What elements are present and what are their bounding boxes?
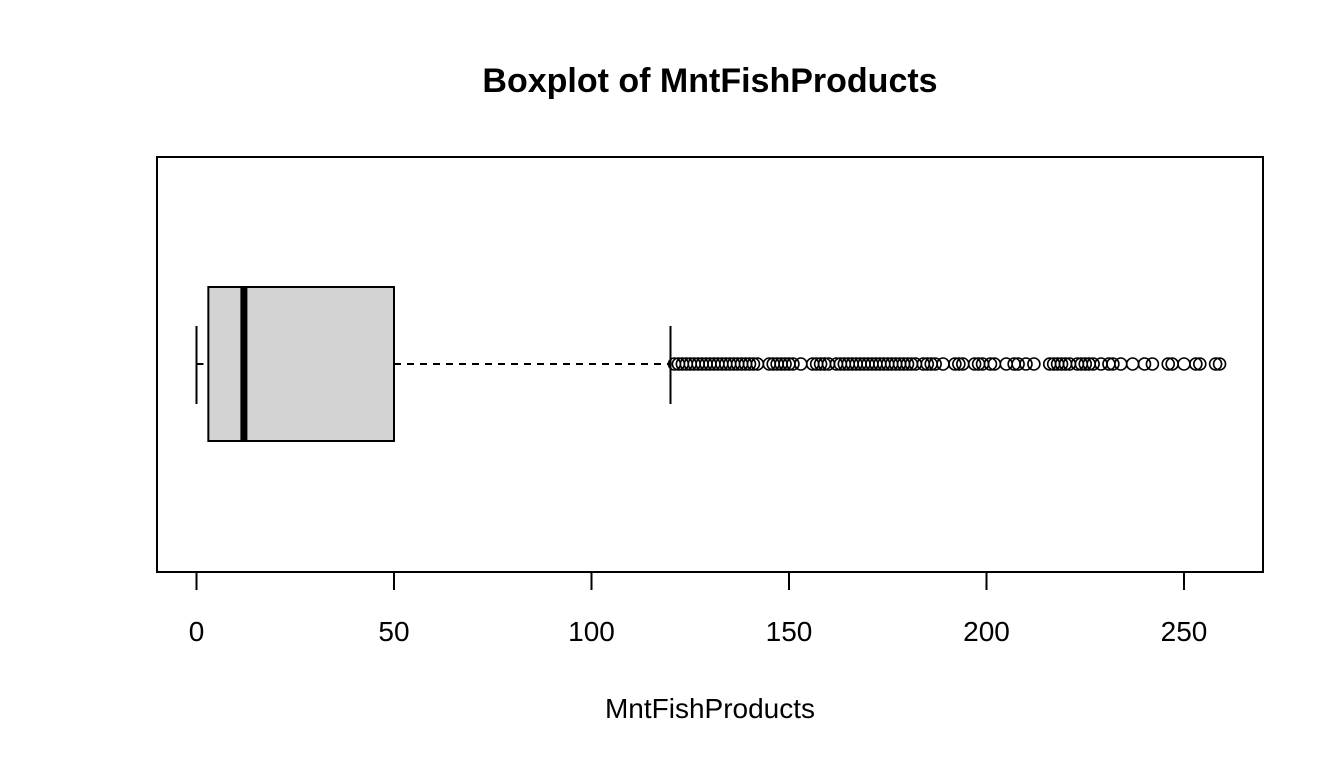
chart-title: Boxplot of MntFishProducts <box>482 62 937 100</box>
outlier-point <box>1106 357 1120 371</box>
outlier-point <box>1193 357 1207 371</box>
outlier-point <box>1054 357 1069 371</box>
outlier-point <box>967 357 982 371</box>
outlier-point <box>1027 357 1041 371</box>
box-layer <box>195 286 672 442</box>
x-tick-label: 150 <box>766 616 813 647</box>
outlier-point <box>1086 357 1100 371</box>
outlier-point <box>786 357 800 371</box>
outlier-layer <box>667 357 1227 371</box>
outlier-point <box>1189 357 1203 371</box>
x-tick-label: 50 <box>378 616 409 647</box>
outlier-point <box>928 357 942 371</box>
outlier-point <box>742 357 757 371</box>
outlier-point <box>1161 357 1175 371</box>
x-tick-label: 0 <box>189 616 205 647</box>
outlier-point <box>746 357 761 371</box>
outlier-point <box>1208 357 1223 371</box>
x-axis-label: MntFishProducts <box>605 693 815 724</box>
outlier-point <box>1137 357 1152 371</box>
outlier-point <box>1019 357 1033 371</box>
outlier-point <box>952 357 966 371</box>
x-axis: 0 50 100 150 200 250 <box>189 571 1208 647</box>
outlier-point <box>778 357 792 371</box>
outlier-point <box>1011 357 1025 371</box>
x-tick-label: 250 <box>1161 616 1208 647</box>
outlier-point <box>1078 357 1093 371</box>
outlier-point <box>1212 357 1227 371</box>
x-tick-label: 200 <box>963 616 1010 647</box>
x-tick-label: 100 <box>568 616 615 647</box>
outlier-point <box>936 357 950 371</box>
outlier-point <box>813 357 828 371</box>
outlier-point <box>794 357 808 371</box>
outlier-point <box>1114 357 1128 371</box>
iqr-box <box>207 286 395 442</box>
outlier-point <box>948 357 962 371</box>
outlier-point <box>900 357 915 371</box>
outlier-point <box>1125 357 1140 371</box>
outlier-point <box>983 357 998 371</box>
outlier-point <box>1177 357 1191 371</box>
outlier-point <box>1145 357 1160 371</box>
outlier-point <box>920 357 935 371</box>
